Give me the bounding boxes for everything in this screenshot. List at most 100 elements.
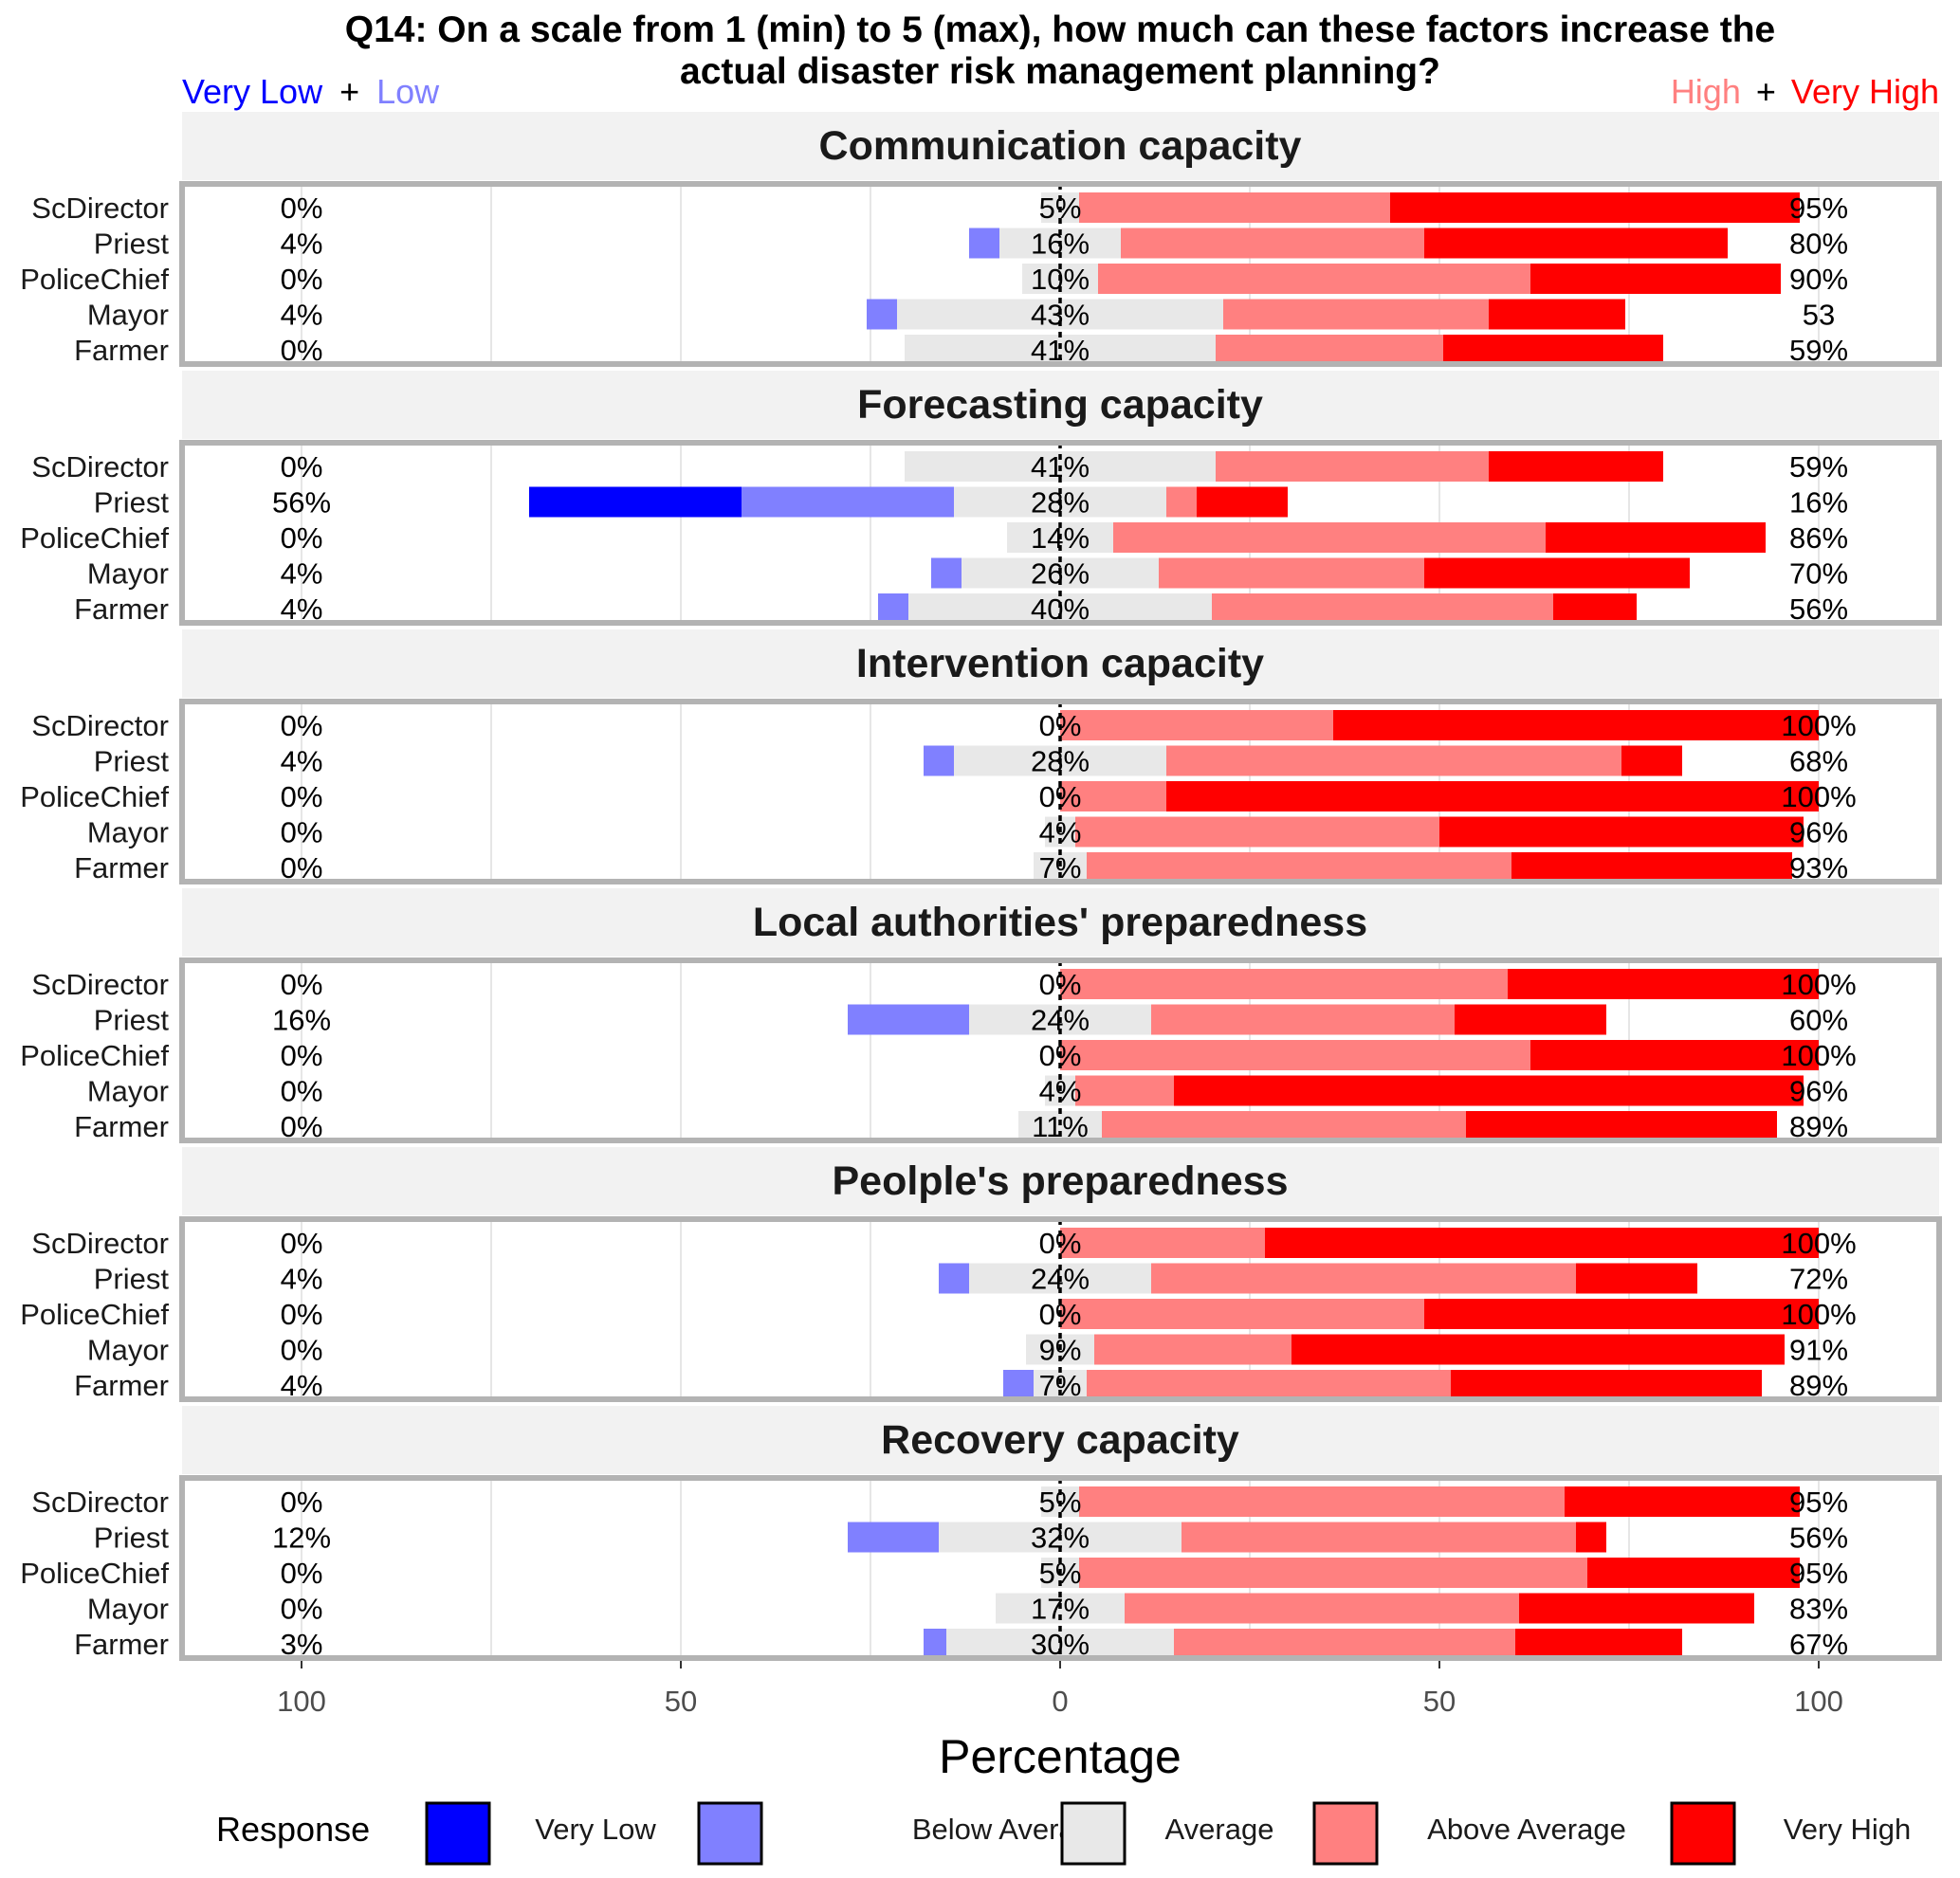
left-percent-label: 0%: [281, 780, 323, 813]
bar-segment-above-average: [1166, 486, 1197, 518]
bar-segment-below-average: [742, 486, 954, 518]
x-axis: 100 50 0 50 100: [277, 1661, 1843, 1718]
panel-border: [179, 1216, 1942, 1402]
bar-segment-very-high: [1565, 1486, 1800, 1517]
bar-segment-above-average: [1094, 1334, 1291, 1365]
right-percent-label: 100%: [1781, 968, 1856, 1001]
row-label: ScDirector: [31, 1486, 169, 1519]
panel-title: Forecasting capacity: [857, 382, 1263, 428]
row-label: Mayor: [87, 1334, 169, 1367]
bar-segment-below-average: [848, 1522, 939, 1553]
legend: Response Very Low Below Average Average Abo…: [216, 1801, 1911, 1866]
row-label: Priest: [94, 745, 170, 778]
row-label: Priest: [94, 1263, 170, 1296]
left-percent-label: 0%: [281, 1486, 323, 1519]
row-label: PoliceChief: [20, 521, 169, 555]
right-percent-label: 96%: [1789, 816, 1848, 849]
left-percent-label: 0%: [281, 709, 323, 742]
bar-segment-very-high: [1390, 192, 1800, 223]
left-percent-label: 0%: [281, 1298, 323, 1331]
panel-strip: [182, 1147, 1939, 1215]
bar-segment-below-average: [924, 745, 954, 776]
left-percent-label: 0%: [281, 1593, 323, 1626]
bar-segment-below-average: [939, 1263, 969, 1294]
bar-segment-very-high: [1166, 781, 1819, 811]
left-percent-label: 0%: [281, 450, 323, 483]
left-percent-label: 0%: [281, 1075, 323, 1108]
left-percent-label: 0%: [281, 1039, 323, 1072]
bar-segment-above-average: [1113, 522, 1546, 553]
bar-segment-very-high: [1530, 1040, 1819, 1070]
corner-right-high: High: [1671, 72, 1741, 111]
legend-label: Above Average: [1427, 1813, 1626, 1846]
bar-segment-above-average: [1079, 192, 1390, 223]
right-percent-label: 53: [1803, 299, 1835, 332]
row-label: Farmer: [74, 851, 169, 884]
panel-title: Intervention capacity: [856, 641, 1264, 686]
bar-segment-very-high: [1265, 1228, 1819, 1258]
panel-title: Peolple's preparedness: [832, 1158, 1288, 1204]
bar-segment-very-high: [1519, 1593, 1754, 1624]
bar-segment-above-average: [1102, 1111, 1466, 1141]
bar-segment-above-average: [1121, 228, 1424, 259]
panel-border: [179, 699, 1942, 884]
bar-segment-very-high: [1451, 1370, 1762, 1400]
x-tick-label: 50: [1423, 1685, 1456, 1718]
corner-label-left: Very Low + Low: [182, 72, 440, 111]
row-label: Farmer: [74, 334, 169, 367]
right-percent-label: 86%: [1789, 521, 1848, 555]
legend-key-average: [1060, 1801, 1127, 1866]
bar-segment-very-high: [1576, 1263, 1697, 1294]
row-label: Farmer: [74, 593, 169, 626]
right-percent-label: 68%: [1789, 745, 1848, 778]
left-percent-label: 12%: [272, 1522, 331, 1555]
left-percent-label: 0%: [281, 521, 323, 555]
bar-segment-above-average: [1060, 1040, 1530, 1070]
corner-left-very-low: Very Low: [182, 72, 323, 111]
bar-segment-very-high: [1576, 1522, 1606, 1553]
x-tick-label: 100: [277, 1685, 326, 1718]
bar-segment-very-high: [1291, 1334, 1785, 1365]
bar-segment-very-high: [1489, 299, 1625, 330]
bar-segment-very-high: [1197, 486, 1288, 518]
bar-segment-very-high: [1553, 593, 1637, 624]
panel-title: Local authorities' preparedness: [753, 900, 1367, 945]
row-label: Farmer: [74, 1628, 169, 1661]
x-tick-label: 0: [1052, 1685, 1068, 1718]
right-percent-label: 100%: [1781, 780, 1856, 813]
panel-border: [179, 957, 1942, 1143]
row-label: Priest: [94, 228, 170, 261]
bar-segment-very-high: [1587, 1558, 1800, 1588]
row-label: PoliceChief: [20, 263, 169, 296]
bar-segment-above-average: [1151, 1263, 1576, 1294]
bar-segment-very-high: [1508, 969, 1819, 999]
bar-segment-below-average: [969, 228, 999, 259]
left-percent-label: 0%: [281, 968, 323, 1001]
row-label: ScDirector: [31, 968, 169, 1001]
row-label: Mayor: [87, 1075, 169, 1108]
right-percent-label: 91%: [1789, 1334, 1848, 1367]
left-percent-label: 0%: [281, 1334, 323, 1367]
bar-segment-below-average: [1003, 1370, 1034, 1400]
row-label: ScDirector: [31, 1227, 169, 1260]
left-percent-label: 0%: [281, 1227, 323, 1260]
row-label: PoliceChief: [20, 780, 169, 813]
row-label: Mayor: [87, 1593, 169, 1626]
legend-label: Very High: [1784, 1813, 1911, 1846]
left-percent-label: 0%: [281, 263, 323, 296]
legend-label: Average: [1165, 1813, 1274, 1846]
right-percent-label: 72%: [1789, 1263, 1848, 1296]
bar-segment-below-average: [867, 299, 897, 330]
bar-segment-very-high: [1455, 1004, 1606, 1035]
chart-title-line1: Q14: On a scale from 1 (min) to 5 (max),…: [345, 9, 1775, 50]
bar-segment-below-average: [848, 1004, 969, 1035]
bar-segment-very-high: [1511, 852, 1792, 883]
right-percent-label: 96%: [1789, 1075, 1848, 1108]
x-tick-label: 50: [665, 1685, 697, 1718]
bar-segment-below-average: [924, 1629, 946, 1659]
right-percent-label: 59%: [1789, 450, 1848, 483]
left-percent-label: 4%: [281, 299, 323, 332]
